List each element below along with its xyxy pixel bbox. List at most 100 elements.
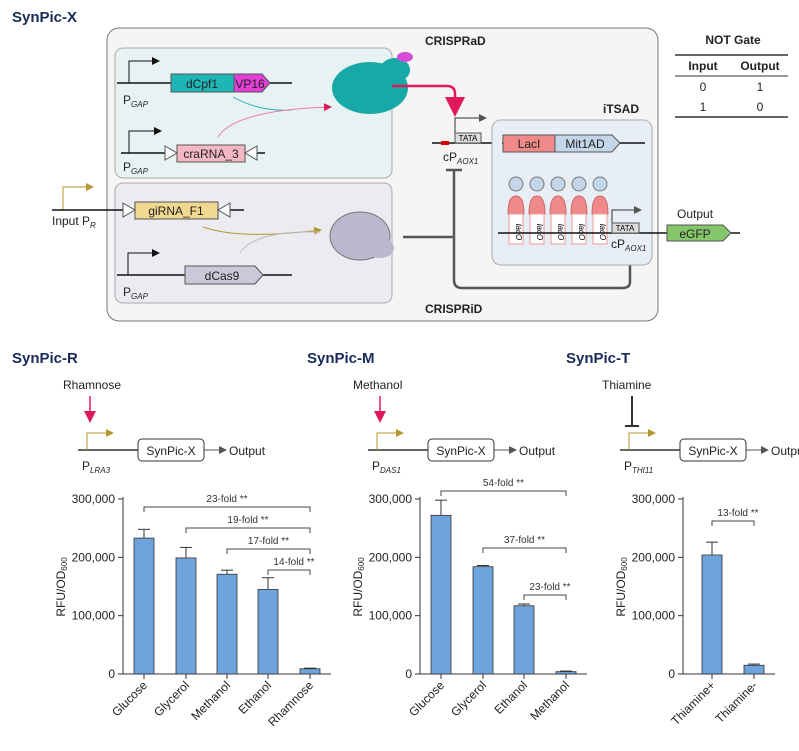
circuit-methanol: Methanol SynPic-X Output PDAS1 — [353, 378, 556, 475]
laco-label: lacO — [577, 224, 586, 240]
bar-ethanol — [513, 605, 535, 675]
bar-chart-3: 0 100,000 200,000 300,000 RFU/OD600 Thiamine+… — [614, 492, 775, 728]
mit1ad-domain-icon — [529, 176, 545, 192]
laco-site — [592, 213, 608, 245]
bar-chart-1: 0 100,000 200,000 300,000 RFU/OD600 Glucose Gl… — [54, 492, 331, 729]
fold-change-label: 23-fold ** — [529, 582, 570, 593]
y-tick-label: 300,000 — [369, 492, 413, 506]
inducer-label: Thiamine — [602, 378, 652, 392]
y-tick-label: 200,000 — [72, 550, 116, 564]
y-tick-label: 300,000 — [632, 492, 676, 506]
significance-bracket — [711, 520, 755, 526]
craRNA-gene: craRNA_3 PGAP — [121, 127, 265, 176]
table-header: Output — [740, 59, 779, 73]
mit1ad-label: Mit1AD — [565, 137, 605, 151]
x-tick-label: Rhamnose — [265, 678, 316, 729]
y-tick-label: 200,000 — [632, 550, 676, 564]
block-label: SynPic-X — [436, 444, 485, 458]
x-tick-label: Thiamine- — [712, 678, 760, 726]
bar-glycerol — [175, 557, 197, 675]
laco-site — [508, 213, 524, 245]
dcas9-gene: dCas9 PGAP — [117, 249, 292, 301]
laco-label: lacO — [514, 224, 523, 240]
x-tick-label: Thiamine+ — [668, 678, 718, 728]
y-tick-label: 0 — [668, 667, 675, 681]
promoter-arrow-icon — [86, 429, 114, 450]
y-tick-label: 0 — [108, 667, 115, 681]
bar-chart-2: 0 100,000 200,000 300,000 RFU/OD600 Glucose Gl… — [351, 478, 587, 723]
fold-change-label: 19-fold ** — [227, 515, 268, 526]
x-tick-label: Ethanol — [491, 678, 530, 717]
pgap-label-2: PGAP — [123, 160, 149, 176]
fold-change-label: 23-fold ** — [206, 494, 247, 505]
laci-protein-icon — [591, 195, 609, 215]
circuit-thiamine: Thiamine SynPic-X Output PTHI11 — [602, 378, 799, 475]
promoter-label: PTHI11 — [624, 459, 653, 475]
bar-rhamnose — [299, 668, 321, 675]
pgap-label-3: PGAP — [123, 285, 149, 301]
target-site-mark — [441, 141, 449, 145]
bar-glucose — [430, 514, 452, 675]
significance-bracket — [226, 548, 311, 554]
pgap-label-1: PGAP — [123, 93, 149, 109]
table-cell: 0 — [700, 80, 707, 94]
laci-label: LacI — [518, 137, 541, 151]
table-cell: 1 — [700, 100, 707, 114]
significance-bracket — [440, 490, 567, 496]
dcas9-complex-icon — [329, 211, 394, 261]
significance-bracket — [482, 547, 567, 553]
block-label: SynPic-X — [688, 444, 737, 458]
output-label: Output — [229, 444, 266, 458]
y-tick-label: 100,000 — [72, 609, 116, 623]
promoter-arrow-icon — [376, 429, 404, 450]
cpaox1-label-1: cPAOX1 — [443, 150, 478, 166]
activation-arrow — [392, 84, 465, 117]
laco-site — [529, 213, 545, 245]
significance-bracket — [523, 594, 567, 600]
x-tick-label: Glycerol — [151, 678, 192, 719]
x-tick-label: Glucose — [109, 678, 150, 719]
fold-change-label: 37-fold ** — [504, 535, 545, 546]
bar-ethanol — [257, 589, 279, 675]
promoter-label: PDAS1 — [372, 459, 401, 475]
table-header: Input — [688, 59, 717, 73]
dcpf1-gene: dCpf1 VP16 PGAP — [117, 57, 292, 109]
output-label: Output — [677, 207, 714, 221]
giRNA-label: giRNA_F1 — [148, 204, 204, 218]
title-synpic-r: SynPic-R — [12, 350, 78, 367]
crispr-ad-label: CRISPRaD — [425, 34, 486, 48]
mit1ad-domain-icon — [508, 176, 524, 192]
y-tick-label: 0 — [405, 667, 412, 681]
bar-glucose — [133, 537, 155, 675]
laco-site — [571, 213, 587, 245]
x-tick-label: Methanol — [188, 678, 233, 723]
bar-thiamine- — [743, 664, 765, 675]
inducer-label: Methanol — [353, 378, 402, 392]
input-promoter-label: Input PR — [52, 214, 96, 230]
inducer-label: Rhamnose — [63, 378, 121, 392]
significance-bracket — [185, 527, 311, 533]
tata-label-1: TATA — [459, 134, 478, 143]
laco-site — [550, 213, 566, 245]
dcpf1-label: dCpf1 — [186, 77, 218, 91]
fold-change-label: 13-fold ** — [717, 508, 758, 519]
x-tick-label: Ethanol — [235, 678, 274, 717]
tata-label-2: TATA — [616, 224, 635, 233]
significance-bracket — [143, 506, 311, 512]
table-cell: 0 — [757, 100, 764, 114]
bar-glycerol — [472, 566, 494, 675]
laci-protein-icon — [528, 195, 546, 215]
mit1ad-domain-icon — [592, 176, 608, 192]
repression-bar — [625, 396, 639, 427]
significance-bracket — [267, 569, 311, 575]
fold-change-label: 54-fold ** — [483, 478, 524, 489]
x-tick-label: Glycerol — [448, 678, 489, 719]
y-tick-label: 300,000 — [72, 492, 116, 506]
promoter-label: PLRA3 — [82, 459, 111, 475]
laco-array: lacO lacO lacO lacO lacO — [507, 176, 609, 245]
circuit-rhamnose: Rhamnose SynPic-X Output PLRA3 — [63, 378, 266, 475]
egfp-gene — [666, 224, 732, 242]
laci-protein-icon — [570, 195, 588, 215]
craRNA-label: craRNA_3 — [183, 147, 239, 161]
not-gate-title: NOT Gate — [705, 33, 761, 47]
